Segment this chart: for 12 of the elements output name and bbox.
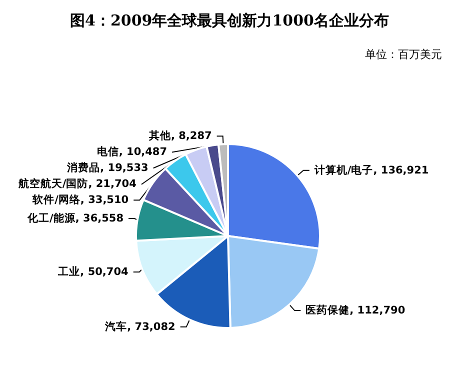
slice-label: 航空航天/国防, 21,704 xyxy=(17,177,136,190)
chart-title: 图4：2009年全球最具创新力1000名企业分布 xyxy=(70,12,389,30)
slice-label: 软件/网络, 33,510 xyxy=(32,193,129,206)
slice-label: 汽车, 73,082 xyxy=(104,320,176,333)
slice-label: 医药保健, 112,790 xyxy=(306,304,406,317)
slice-label: 化工/能源, 36,558 xyxy=(26,212,124,225)
slice-label: 工业, 50,704 xyxy=(57,265,128,278)
slice-label: 计算机/电子, 136,921 xyxy=(313,163,429,176)
slice-label: 其他, 8,287 xyxy=(148,129,212,142)
slice-label: 电信, 10,487 xyxy=(96,145,168,158)
chart-subtitle: 单位：百万美元 xyxy=(365,48,442,61)
slice-label: 消费品, 19,533 xyxy=(66,161,148,174)
